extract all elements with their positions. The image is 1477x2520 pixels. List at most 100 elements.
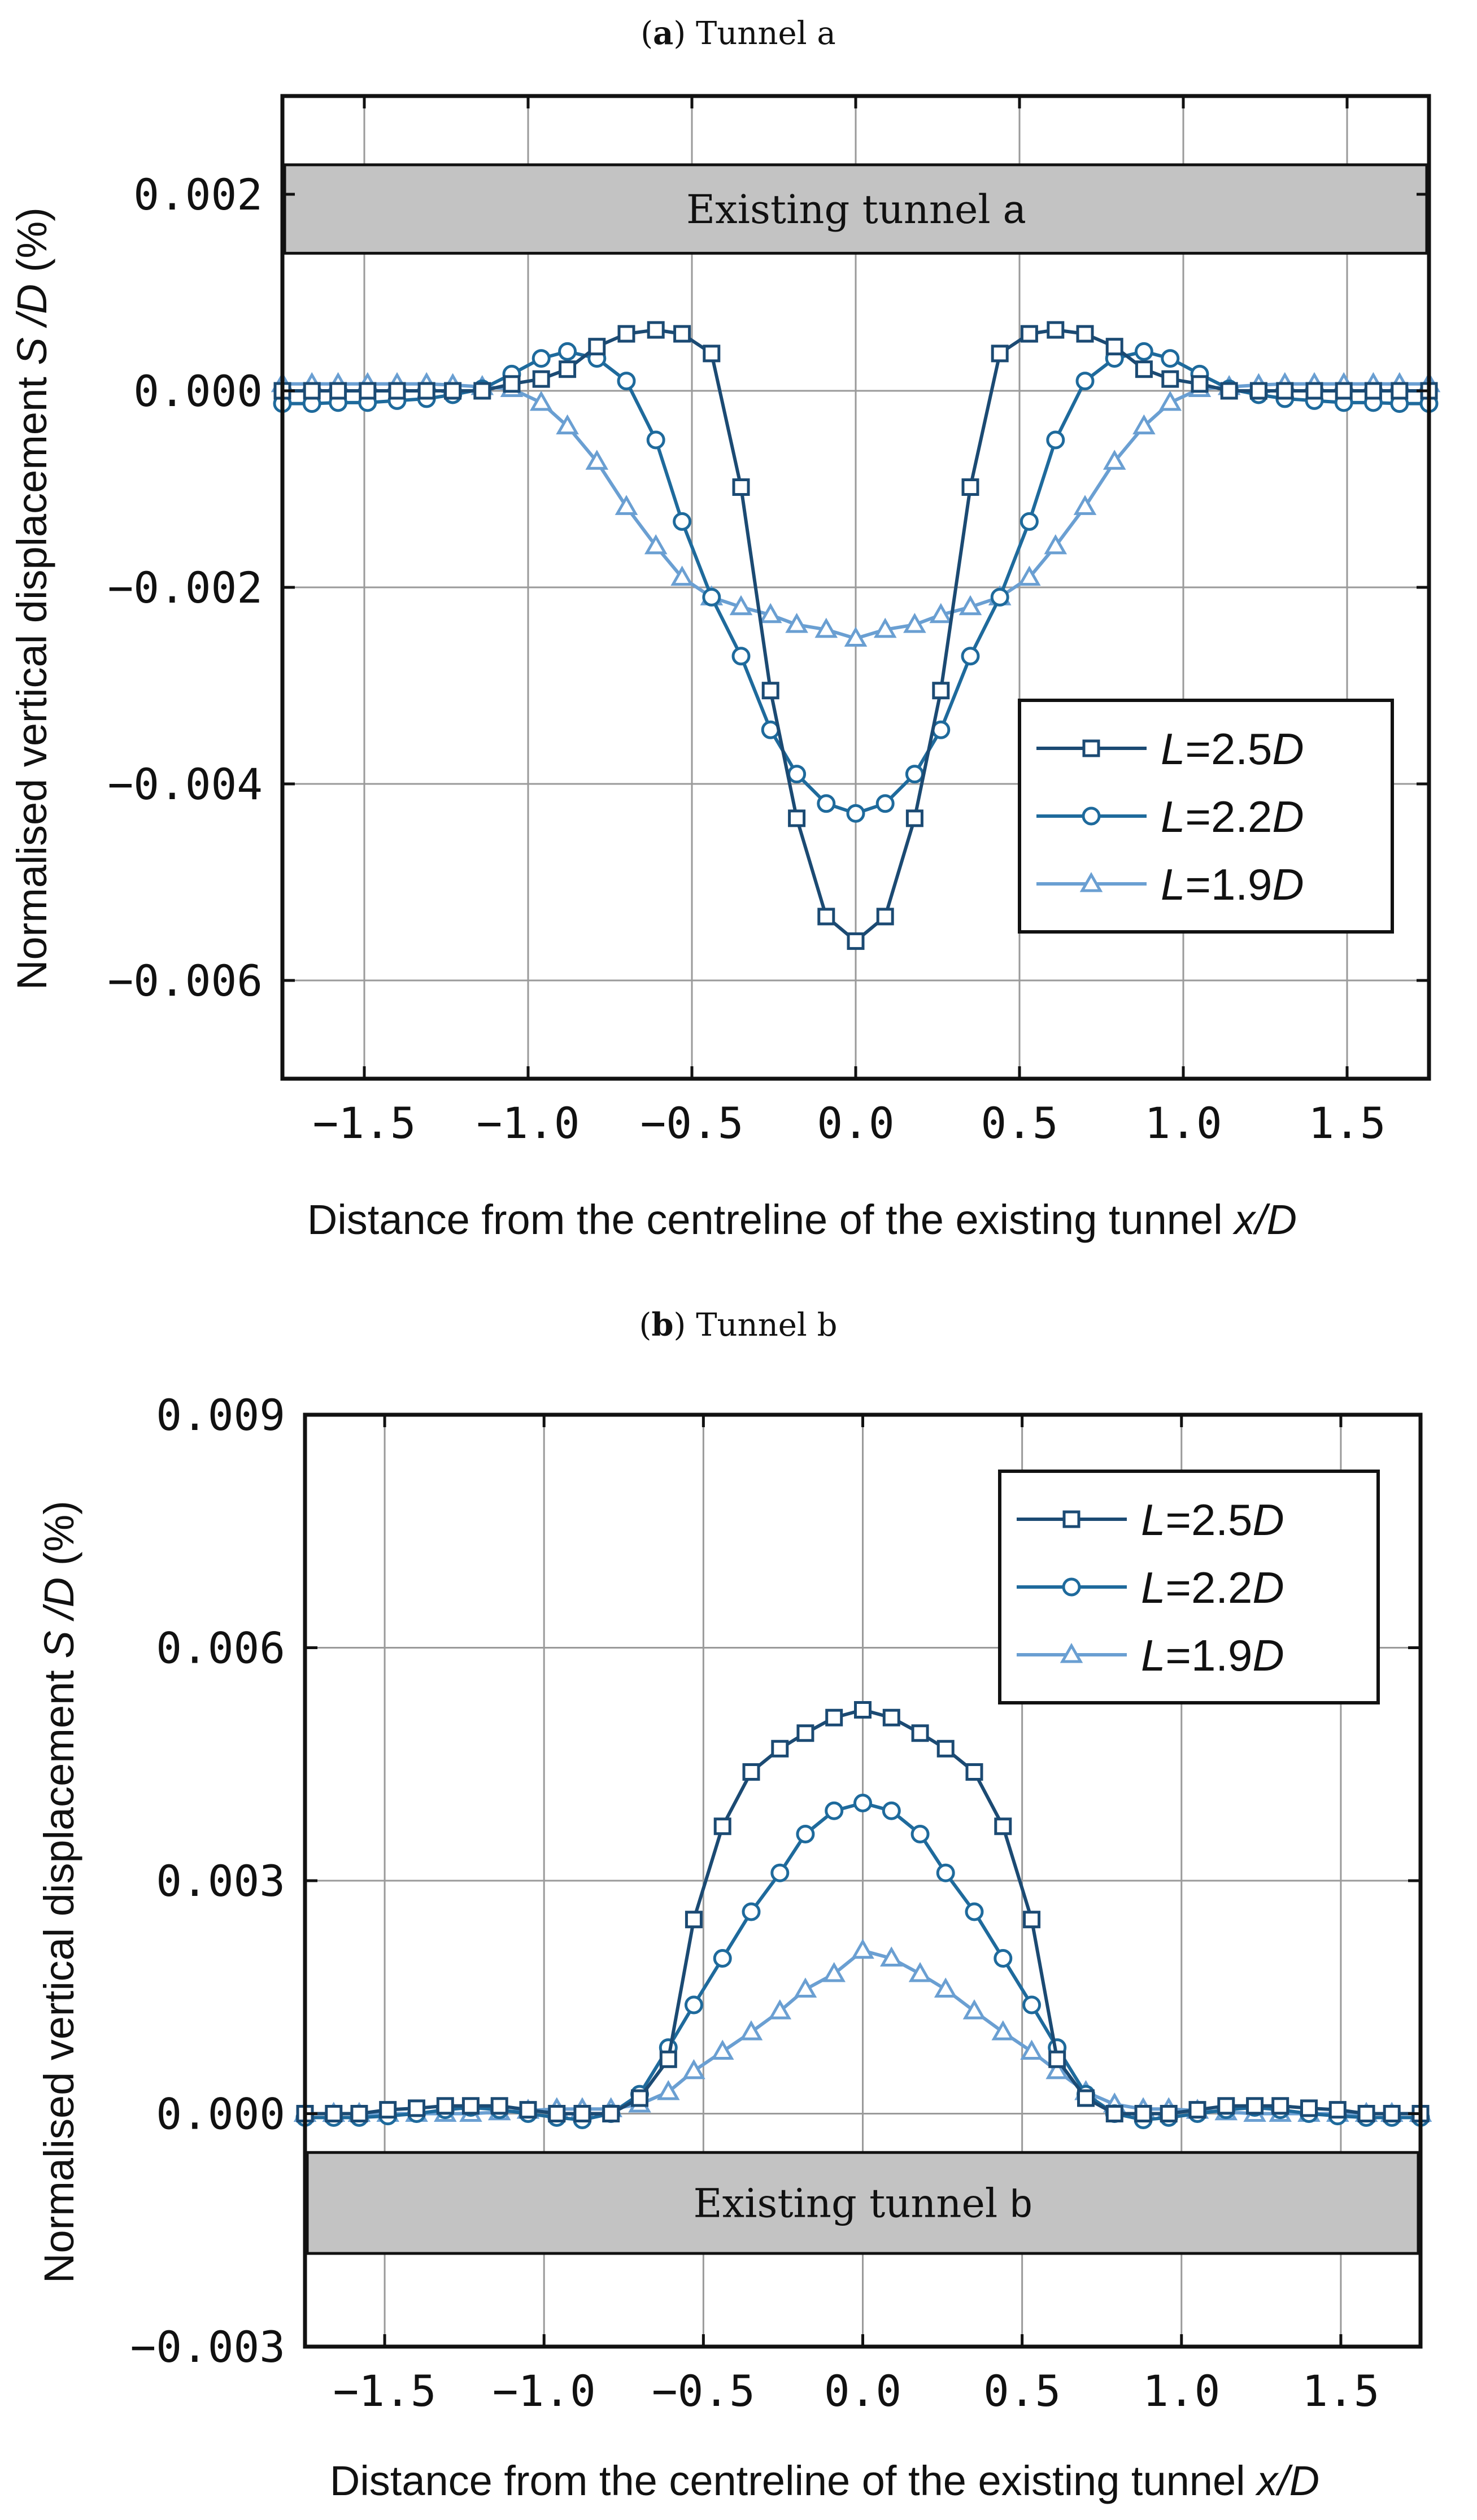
panel-b-legend-label-1-part-1: =2.2 [1165, 1563, 1252, 1612]
panel-b-ytick-label-4: 0.009 [156, 1390, 285, 1440]
panel-a-legend-label-0-part-2: D [1272, 724, 1304, 774]
panel-a-point-0-31 [1161, 370, 1179, 388]
panel-b-point-0-14 [685, 1911, 703, 1929]
panel-a-legend-label-2-part-1: =1.9 [1185, 860, 1272, 909]
panel-b-point-0-1 [325, 2105, 343, 2122]
panel-a-point-0-35 [1276, 382, 1294, 400]
panel-a: (a) Tunnel a Existing tunnel a −1.5 −1.0 −0… [8, 15, 1441, 1243]
panel-a-xtick-label-6: 1.5 [1308, 1098, 1385, 1148]
panel-b-legend-label-2-part-2: D [1252, 1630, 1284, 1680]
panel-b-point-1-25 [994, 1949, 1013, 1968]
panel-a-ylabel-text: Normalised vertical displacement [8, 365, 55, 990]
panel-a-point-2-31 [1158, 390, 1182, 411]
panel-b-point-1-20 [853, 1794, 872, 1812]
panel-b-point-0-16 [742, 1763, 760, 1781]
panel-b-point-0-3 [379, 2101, 397, 2119]
panel-b-legend-marker-1 [1062, 1577, 1081, 1597]
panel-b-ylabel-italic: S /D [36, 1577, 82, 1659]
panel-a-xtick-label-2: −0.5 [640, 1098, 743, 1148]
panel-b-point-0-8 [519, 2101, 537, 2119]
panel-b-point-0-4 [408, 2099, 425, 2117]
panel-a-ytick-label-3: 0.000 [133, 366, 263, 416]
panel-a-point-1-10 [558, 342, 577, 361]
panel-a-point-0-29 [1105, 338, 1123, 356]
panel-a-point-1-22 [905, 765, 924, 784]
panel-a-point-0-7 [473, 382, 491, 400]
panel-b-point-2-13 [656, 2079, 680, 2100]
panel-a-point-0-38 [1364, 382, 1382, 400]
panel-b-legend-label-2: L=1.9D [1141, 1630, 1284, 1680]
panel-b-ytick-label-1: 0.000 [156, 2089, 285, 2139]
panel-a-point-0-37 [1335, 382, 1353, 400]
panel-b-point-0-20 [854, 1701, 872, 1719]
panel-b-point-1-19 [825, 1801, 844, 1820]
panel-a-legend-label-0: L=2.5D [1161, 724, 1304, 774]
panel-a-legend: L=2.5DL=2.2DL=1.9D [1018, 699, 1394, 934]
panel-a-point-1-18 [787, 765, 807, 784]
panel-a-ylabel-italic: S /D [8, 284, 55, 365]
panel-b-ylabel-text: Normalised vertical displacement [36, 1659, 82, 2283]
panel-a-point-2-21 [873, 617, 897, 638]
panel-a-point-0-24 [961, 478, 979, 496]
panel-b-xtick-label-5: 1.0 [1143, 2366, 1220, 2416]
panel-b-legend-label-2-part-1: =1.9 [1165, 1630, 1252, 1680]
panel-b-legend-label-0-part-0: L [1141, 1495, 1165, 1545]
panel-b-point-1-24 [965, 1902, 984, 1921]
panel-a-point-1-21 [875, 794, 895, 813]
panel-a-point-1-15 [702, 587, 721, 607]
panel-a-tunnel-label-text: Existing tunnel [686, 186, 1003, 233]
panel-b-title-text: Tunnel b [696, 1307, 837, 1344]
panel-b-legend-marker-0 [1062, 1510, 1080, 1528]
panel-a-point-0-4 [388, 382, 406, 400]
panel-b-point-1-18 [796, 1825, 815, 1843]
panel-b-point-0-34 [1246, 2097, 1264, 2115]
panel-a-tunnel-band [283, 163, 1428, 255]
panel-b-legend-label-1: L=2.2D [1141, 1563, 1284, 1612]
panel-a-point-0-10 [559, 360, 577, 378]
panel-b-point-0-27 [1048, 2050, 1066, 2068]
panel-b-point-0-35 [1271, 2097, 1289, 2115]
panel-b-point-0-10 [573, 2105, 591, 2122]
panel-a-point-1-12 [617, 372, 636, 391]
panel-a-point-0-19 [817, 908, 835, 926]
panel-a-point-0-12 [617, 325, 635, 343]
panel-b-ytick-label-3: 0.006 [156, 1623, 285, 1673]
panel-a-point-0-6 [444, 382, 462, 400]
panel-a-point-2-30 [1132, 414, 1156, 435]
panel-b-point-2-14 [682, 2059, 705, 2079]
panel-b-point-0-19 [825, 1708, 843, 1726]
panel-b-legend-label-1-part-2: D [1252, 1563, 1284, 1612]
panel-a-point-0-27 [1047, 321, 1065, 339]
panel-a-ytick-label-4: 0.002 [133, 169, 263, 220]
panel-b-point-0-36 [1300, 2099, 1318, 2117]
panel-b-point-0-7 [490, 2097, 508, 2115]
panel-b-point-0-22 [911, 1724, 929, 1742]
panel-b-point-0-18 [796, 1724, 814, 1742]
panel-b-legend-marker-2 [1060, 1642, 1083, 1663]
panel-a-point-0-25 [991, 345, 1009, 363]
panel-b-xtick-label-1: −1.0 [493, 2366, 596, 2416]
panel-b-point-2-17 [768, 1999, 792, 2020]
panel-a-point-0-23 [932, 682, 950, 700]
panel-a-series-0 [273, 321, 1438, 950]
panel-a-xtick-label-3: 0.0 [817, 1098, 894, 1148]
panel-b-point-2-16 [739, 2020, 763, 2041]
panel-a-plot: Existing tunnel a −1.5 −1.0 −0.5 0.0 0.5 1.0 1.… [107, 94, 1441, 1148]
panel-a-legend-label-1-part-0: L [1161, 792, 1185, 842]
panel-b-legend-label-0: L=2.5D [1141, 1495, 1284, 1545]
panel-b-point-0-29 [1105, 2105, 1123, 2122]
panel-b-tunnel-label: Existing tunnel b [694, 2181, 1032, 2227]
panel-b-point-0-15 [713, 1817, 731, 1835]
panel-b-tunnel-label-text: Existing tunnel [694, 2181, 1010, 2227]
panel-b-legend-label-1-part-0: L [1141, 1563, 1165, 1612]
panel-a-point-1-24 [961, 647, 980, 666]
panel-a-xlabel: Distance from the centreline of the exis… [307, 1196, 1297, 1243]
panel-b-xlabel-text: Distance from the centreline of the exis… [330, 2457, 1257, 2504]
panel-a-point-0-9 [532, 370, 550, 388]
panel-b-point-0-21 [882, 1708, 900, 1726]
panel-a-point-1-14 [673, 512, 692, 531]
panel-b-point-0-26 [1023, 1911, 1041, 1929]
panel-b-point-0-38 [1357, 2105, 1375, 2122]
panel-a-point-2-11 [585, 450, 609, 470]
panel-a-point-2-13 [644, 534, 668, 555]
